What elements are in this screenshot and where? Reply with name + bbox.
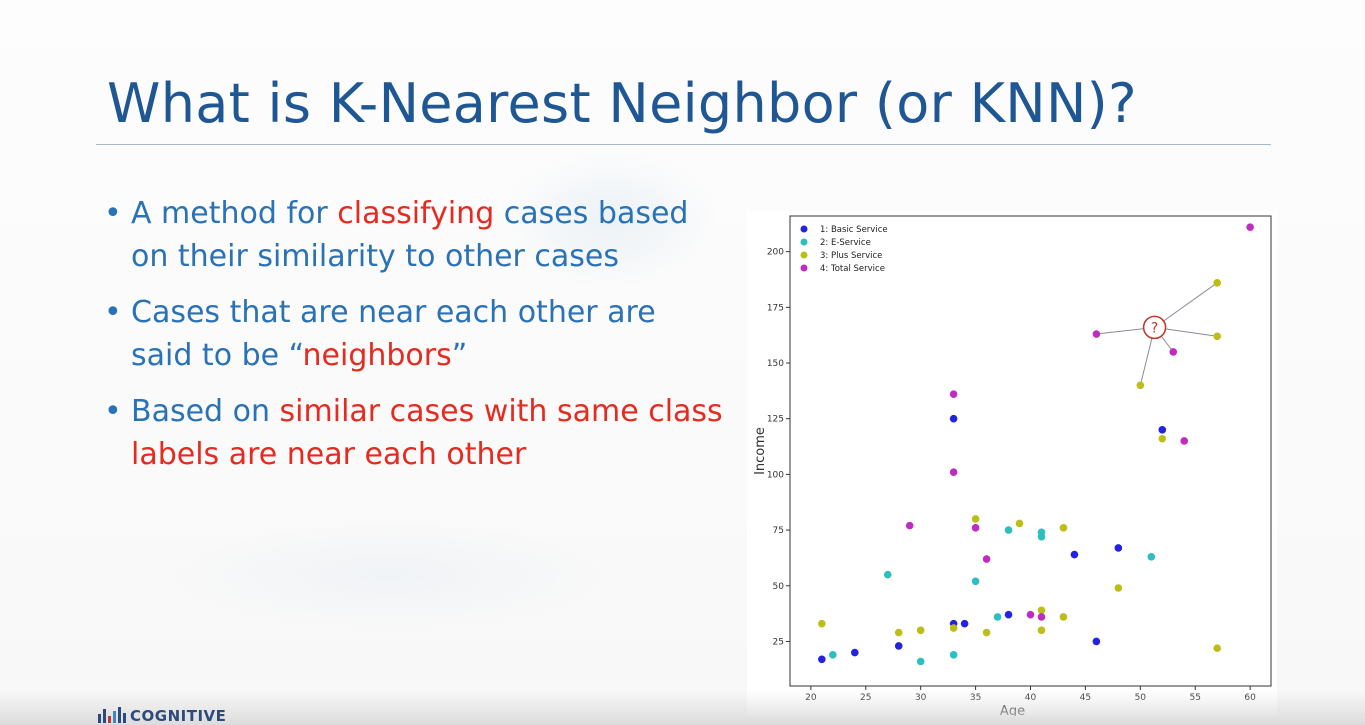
data-point (1213, 279, 1221, 287)
data-point (971, 577, 980, 586)
data-point (949, 390, 958, 398)
bullet-text: cases based on their similarity to other… (131, 196, 689, 274)
bullet-text: Based on (131, 394, 280, 429)
data-point (949, 651, 958, 659)
bullet-item: • Cases that are near each other are said… (104, 291, 724, 377)
bullet-dot-icon: • (104, 196, 122, 231)
neighbor-link-line (1154, 282, 1218, 328)
data-point (894, 642, 903, 650)
data-point (1169, 348, 1178, 356)
query-point-label: ? (1151, 320, 1158, 336)
bullet-list: • A method for classifying cases based on… (104, 192, 724, 489)
data-point (1026, 610, 1035, 619)
bullet-dot-icon: • (104, 295, 122, 330)
bullet-dot-icon: • (104, 394, 122, 429)
background-decoration (160, 520, 620, 630)
data-point (949, 414, 958, 423)
data-point (829, 651, 837, 659)
data-point (1092, 637, 1101, 646)
query-point-marker (1142, 315, 1167, 340)
data-point (818, 655, 826, 664)
y-tick-label: 200 (767, 248, 784, 258)
y-tick-label: 75 (773, 526, 784, 536)
data-point (916, 626, 925, 635)
logo-bars-icon (98, 707, 126, 723)
data-point (1213, 644, 1221, 652)
bullet-text: A method for (131, 196, 338, 231)
highlighted-text: classifying (337, 196, 495, 231)
legend-label: 1: Basic Service (820, 225, 888, 235)
data-point (1114, 584, 1123, 592)
data-point (883, 570, 892, 579)
bullet-text: ” (451, 338, 468, 373)
highlighted-text: similar cases with same class labels are… (131, 394, 723, 472)
data-point (905, 521, 914, 530)
cognitive-class-logo: COGNITIVE (98, 707, 226, 725)
bullet-item: • A method for classifying cases based on… (104, 192, 724, 278)
data-point (982, 555, 991, 563)
data-point (1059, 524, 1068, 532)
y-axis-label: Income (753, 427, 768, 475)
scatter-plot-svg: 202530354045505560255075100125150175200A… (753, 215, 1272, 716)
highlighted-text: neighbors (302, 338, 452, 373)
data-point (916, 657, 925, 666)
data-point (971, 524, 980, 532)
data-point (1158, 426, 1167, 434)
data-point (1246, 223, 1254, 231)
data-point (1114, 544, 1123, 552)
data-point (960, 619, 969, 628)
data-point (818, 619, 826, 628)
data-point (993, 613, 1002, 621)
y-tick-label: 25 (773, 637, 784, 647)
knn-scatter-chart: 202530354045505560255075100125150175200A… (747, 211, 1277, 716)
y-tick-label: 50 (773, 582, 785, 592)
data-point (1092, 330, 1101, 338)
data-point (949, 624, 958, 632)
y-tick-label: 175 (767, 303, 784, 313)
footer-bar (0, 690, 1365, 725)
bullet-text: Cases that are near each other are said … (131, 295, 656, 373)
data-point (1059, 613, 1068, 621)
legend-label: 3: Plus Service (820, 251, 882, 261)
data-point (1004, 610, 1013, 619)
legend-marker (800, 225, 808, 233)
data-point (971, 515, 980, 523)
y-tick-label: 125 (767, 415, 784, 425)
bullet-item: • Based on similar cases with same class … (104, 390, 724, 476)
title-divider (96, 144, 1271, 145)
data-point (1158, 434, 1167, 443)
data-point (1004, 526, 1013, 534)
y-tick-label: 100 (767, 470, 784, 480)
data-point (1147, 553, 1156, 561)
data-point (1037, 532, 1046, 541)
background-decoration (500, 150, 720, 290)
data-point (1180, 437, 1189, 445)
legend-label: 2: E-Service (820, 238, 871, 248)
data-point (1136, 381, 1145, 390)
data-point (1213, 332, 1221, 341)
plot-frame (789, 215, 1272, 687)
slide-title: What is K-Nearest Neighbor (or KNN)? (107, 72, 1137, 135)
data-point (982, 628, 991, 637)
data-point (1037, 606, 1046, 615)
data-point (894, 628, 903, 637)
data-point (1037, 626, 1046, 635)
legend-marker (800, 238, 808, 246)
data-point (949, 468, 958, 476)
data-point (1037, 613, 1046, 621)
data-point (850, 648, 859, 657)
legend-marker (800, 251, 808, 259)
data-point (1070, 550, 1079, 559)
logo-text: COGNITIVE (130, 707, 227, 725)
y-tick-label: 150 (767, 359, 784, 369)
data-point (1015, 519, 1024, 528)
legend-marker (800, 264, 808, 272)
legend-label: 4: Total Service (820, 264, 885, 274)
